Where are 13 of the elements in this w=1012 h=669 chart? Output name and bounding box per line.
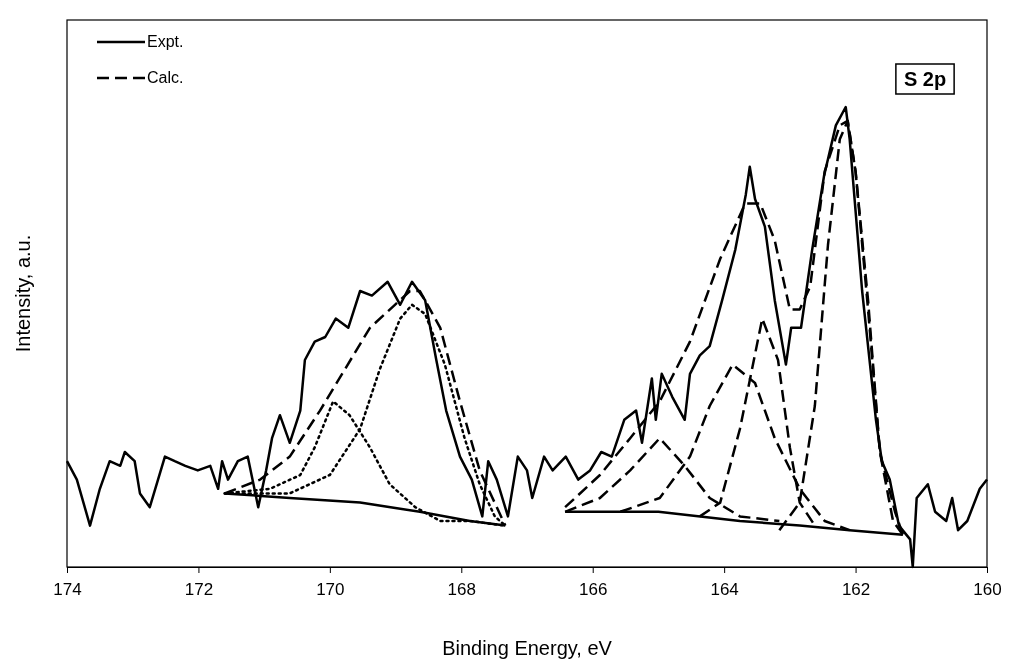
x-tick-label: 166 bbox=[579, 579, 608, 599]
x-axis-title: Binding Energy, eV bbox=[442, 637, 613, 659]
y-axis-title: Intensity, a.u. bbox=[12, 234, 34, 353]
x-tick-label: 164 bbox=[710, 579, 739, 599]
x-tick-label: 162 bbox=[841, 579, 871, 599]
text: S 2p bbox=[903, 68, 947, 90]
x-tick-label: 168 bbox=[447, 579, 476, 599]
x-tick-label: 172 bbox=[184, 579, 214, 599]
legend-label: Calc. bbox=[147, 69, 184, 86]
legend-label: Expt. bbox=[147, 33, 184, 50]
x-tick-label: 174 bbox=[53, 579, 82, 599]
x-tick-label: 170 bbox=[316, 579, 345, 599]
x-tick-label: 160 bbox=[973, 579, 1002, 599]
